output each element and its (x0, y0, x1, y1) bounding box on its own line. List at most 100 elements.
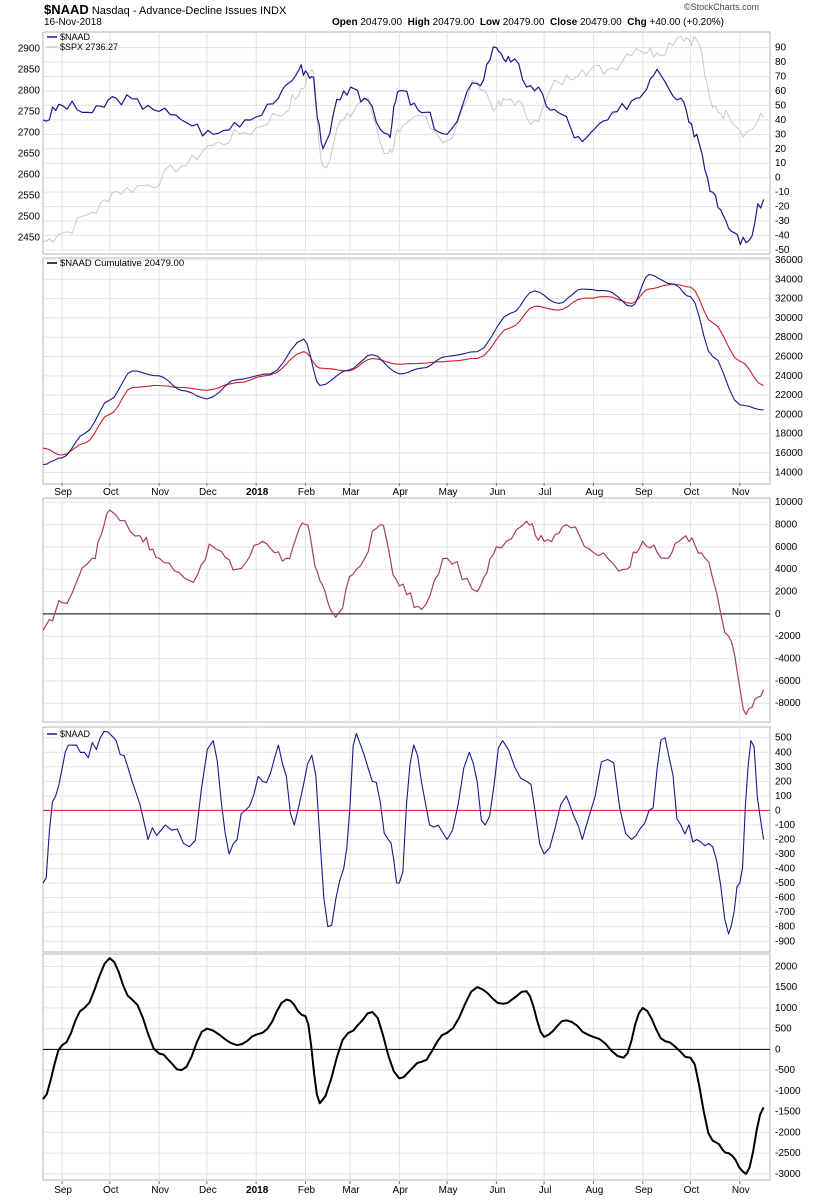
close-value: 20479.00 (579, 17, 622, 28)
high-label: High (407, 17, 430, 28)
high-value: 20479.00 (432, 17, 475, 28)
y-tick-label: 0 (775, 805, 781, 816)
chg-label: Chg (627, 17, 647, 28)
legend-spx: $SPX 2736.27 (60, 42, 118, 52)
x-tick-label: Feb (298, 487, 316, 498)
y-tick-label-left: 2450 (18, 232, 41, 243)
y-tick-label: 28000 (775, 332, 803, 343)
y-tick-label-right: 50 (775, 100, 787, 111)
y-tick-label: 32000 (775, 294, 803, 305)
brand-watermark: ©StockCharts.com (684, 2, 760, 12)
y-tick-label-right: 30 (775, 129, 787, 140)
y-tick-label: -800 (775, 922, 795, 933)
x-tick-label: 2018 (246, 487, 269, 498)
y-tick-label: -2000 (775, 1127, 801, 1138)
y-tick-label: -500 (775, 1065, 795, 1076)
y-tick-label: -100 (775, 820, 795, 831)
y-tick-label: -700 (775, 907, 795, 918)
y-tick-label: 0 (775, 1044, 781, 1055)
open-label: Open (332, 17, 358, 28)
x-tick-label: Dec (199, 487, 217, 498)
y-tick-label: 200 (775, 776, 792, 787)
chart-date: 16-Nov-2018 (44, 17, 102, 28)
y-tick-label-right: -10 (775, 187, 790, 198)
y-tick-label: 22000 (775, 390, 803, 401)
y-tick-label: 6000 (775, 542, 798, 553)
y-tick-label: 14000 (775, 467, 803, 478)
y-tick-label: -6000 (775, 676, 801, 687)
x-tick-label: Aug (586, 1185, 604, 1196)
y-tick-label: 36000 (775, 255, 803, 266)
y-tick-label: 30000 (775, 313, 803, 324)
y-tick-label: 16000 (775, 448, 803, 459)
close-label: Close (549, 17, 578, 28)
y-tick-label: -8000 (775, 698, 801, 709)
low-value: 20479.00 (502, 17, 545, 28)
y-tick-label: -1500 (775, 1107, 801, 1118)
y-tick-label: -400 (775, 864, 795, 875)
y-tick-label: 300 (775, 762, 792, 773)
x-tick-label: Jul (539, 487, 552, 498)
y-tick-label-right: 90 (775, 43, 787, 54)
y-tick-label-right: 10 (775, 158, 787, 169)
y-tick-label: 100 (775, 791, 792, 802)
y-tick-label: -900 (775, 936, 795, 947)
x-tick-label: Sep (54, 1185, 72, 1196)
series-naad-line (42, 46, 765, 246)
y-tick-label-right: -40 (775, 231, 790, 242)
y-tick-label: 26000 (775, 352, 803, 363)
panel-frame (42, 257, 771, 485)
panel-frame (42, 497, 771, 723)
x-tick-label: May (439, 1185, 458, 1196)
y-tick-label: 10000 (775, 497, 803, 508)
y-tick-label: 24000 (775, 371, 803, 382)
y-tick-label: 2000 (775, 587, 798, 598)
chart-title: $NAAD Nasdaq - Advance-Decline Issues IN… (44, 2, 286, 17)
y-tick-label: 500 (775, 1024, 792, 1035)
x-tick-label: Mar (342, 1185, 360, 1196)
x-tick-label: Jun (489, 487, 505, 498)
x-tick-label: Dec (199, 1185, 217, 1196)
y-tick-label-right: -30 (775, 216, 790, 227)
x-tick-label: Nov (732, 487, 750, 498)
series-ma-line (42, 283, 764, 456)
y-tick-label: -300 (775, 849, 795, 860)
x-tick-label: Sep (54, 487, 72, 498)
y-tick-label: -200 (775, 835, 795, 846)
y-tick-label: -2500 (775, 1148, 801, 1159)
low-label: Low (479, 17, 500, 28)
x-tick-label: Apr (393, 487, 409, 498)
legend-naad: $NAAD (60, 32, 91, 42)
y-tick-label-left: 2500 (18, 211, 41, 222)
symbol: $NAAD (44, 2, 89, 17)
x-tick-label: May (439, 487, 458, 498)
y-tick-label-left: 2750 (18, 107, 41, 118)
x-tick-label: Oct (103, 487, 119, 498)
x-tick-label: Oct (684, 487, 700, 498)
y-tick-label-left: 2700 (18, 128, 41, 139)
y-tick-label: 1000 (775, 1003, 798, 1014)
chg-value: +40.00 (+0.20%) (649, 17, 725, 28)
y-tick-label-right: 20 (775, 144, 787, 155)
x-tick-label: Jun (489, 1185, 505, 1196)
x-tick-label: Sep (635, 487, 653, 498)
y-tick-label: 500 (775, 733, 792, 744)
panel-frame (42, 953, 771, 1181)
y-tick-label-right: 70 (775, 71, 787, 82)
x-tick-label: Nov (732, 1185, 750, 1196)
y-tick-label: 18000 (775, 429, 803, 440)
y-tick-label: -1000 (775, 1086, 801, 1097)
y-tick-label: 0 (775, 609, 781, 620)
y-tick-label: 400 (775, 747, 792, 758)
x-tick-label: Nov (151, 487, 169, 498)
open-value: 20479.00 (360, 17, 403, 28)
y-tick-label-right: 80 (775, 57, 787, 68)
legend-cumulative: $NAAD Cumulative 20479.00 (60, 258, 184, 269)
security-name: Nasdaq - Advance-Decline Issues (91, 5, 257, 17)
exchange: INDX (260, 5, 287, 17)
legend-naad-daily: $NAAD (60, 729, 91, 739)
y-tick-label: -4000 (775, 654, 801, 665)
y-tick-label: 20000 (775, 409, 803, 420)
chart-header: $NAAD Nasdaq - Advance-Decline Issues IN… (0, 0, 820, 34)
